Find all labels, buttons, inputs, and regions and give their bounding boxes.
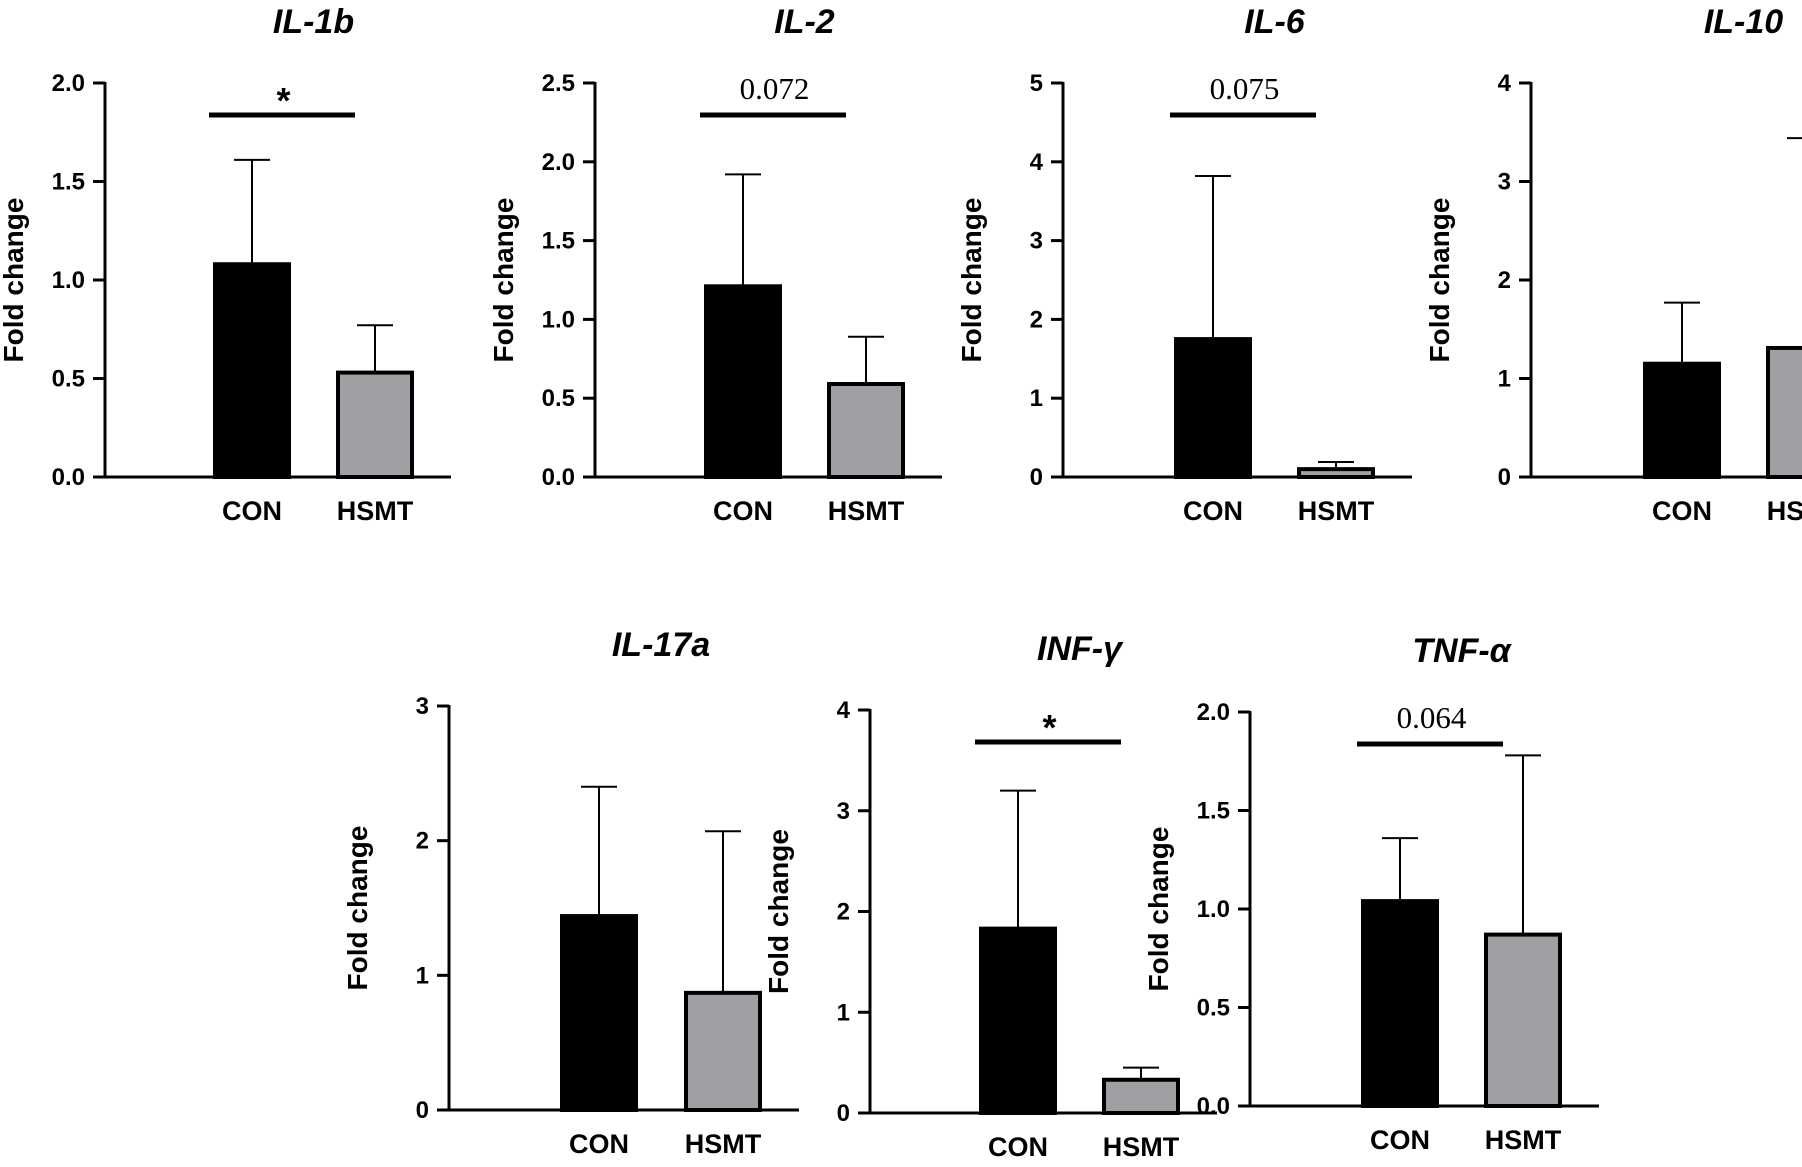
chart-panel-5: IL-17a Fold change 0 1 2 3 CON HSMT <box>342 626 799 1159</box>
y-tick-label: 0.0 <box>52 464 85 491</box>
bar-hsmt <box>1766 345 1802 479</box>
bar-hsmt <box>1484 932 1562 1108</box>
y-tick-label: 3 <box>416 693 429 720</box>
y-tick-label: 2.0 <box>52 70 85 97</box>
y-tick-label: 0 <box>416 1097 429 1124</box>
y-axis-label: Fold change <box>763 829 794 994</box>
x-category-label: CON <box>569 1129 629 1159</box>
x-category-label: CON <box>1183 496 1243 526</box>
bar-con <box>1643 361 1721 480</box>
y-axis-label: Fold change <box>488 198 519 363</box>
y-tick-label: 3 <box>1498 169 1511 196</box>
y-tick-label: 1.5 <box>542 228 575 255</box>
chart-title: IL-2 <box>774 3 835 41</box>
y-axis-label: Fold change <box>1424 198 1455 363</box>
y-tick-label: 0.0 <box>542 464 575 491</box>
bar-con <box>1361 899 1439 1108</box>
y-tick-label: 1.5 <box>1197 798 1230 825</box>
bar-con <box>560 914 638 1113</box>
y-tick-label: 3 <box>1030 228 1043 255</box>
chart-panel-1: IL-1b Fold change 0.0 0.5 1.0 1.5 2.0 CON HSMT * <box>0 3 451 526</box>
x-category-label: HSMT <box>828 496 905 526</box>
chart-title: IL-1b <box>273 3 354 41</box>
y-tick-label: 0 <box>1498 464 1511 491</box>
y-tick-label: 1 <box>1030 385 1043 412</box>
y-tick-label: 1 <box>416 962 429 989</box>
x-category-label: CON <box>222 496 282 526</box>
bar-hsmt <box>684 990 762 1113</box>
y-tick-label: 1.0 <box>52 267 85 294</box>
x-category-label: HSMT <box>1103 1132 1180 1162</box>
x-category-label: CON <box>1652 496 1712 526</box>
y-tick-label: 1 <box>837 999 850 1026</box>
y-axis-label: Fold change <box>956 198 987 363</box>
y-tick-label: 0 <box>837 1100 850 1127</box>
bar-hsmt <box>1297 467 1375 479</box>
y-tick-label: 2 <box>1498 267 1511 294</box>
significance-label: 0.064 <box>1397 700 1467 735</box>
bar-hsmt <box>336 370 414 479</box>
y-tick-label: 4 <box>1498 70 1512 97</box>
chart-title: IL-10 <box>1704 3 1783 41</box>
y-tick-label: 4 <box>1030 149 1044 176</box>
chart-title: IL-17a <box>612 626 710 664</box>
chart-title: INF-γ <box>1037 630 1124 668</box>
chart-title: TNF-α <box>1412 632 1512 670</box>
y-axis-label: Fold change <box>1143 827 1174 992</box>
x-category-label: HSMT <box>685 1129 762 1159</box>
significance-label: * <box>276 80 290 121</box>
x-category-label: CON <box>1370 1125 1430 1155</box>
y-tick-label: 2 <box>1030 306 1043 333</box>
significance-label: * <box>1042 707 1056 748</box>
y-axis-label: Fold change <box>342 826 373 991</box>
y-tick-label: 0.5 <box>52 366 85 393</box>
bar-con <box>213 262 291 479</box>
bar-con <box>979 926 1057 1115</box>
chart-panel-2: IL-2 Fold change 0.0 0.5 1.0 1.5 2.0 2.5 CON HSMT… <box>488 3 942 526</box>
chart-panel-7: TNF-α Fold change 0.0 0.5 1.0 1.5 2.0 CON HSMT 0.… <box>1143 632 1599 1155</box>
bar-hsmt <box>1102 1077 1180 1115</box>
significance-label: 0.072 <box>740 71 810 106</box>
y-tick-label: 2.0 <box>542 149 575 176</box>
y-tick-label: 0.5 <box>542 385 575 412</box>
y-tick-label: 0.5 <box>1197 995 1230 1022</box>
y-tick-label: 3 <box>837 798 850 825</box>
bar-hsmt <box>827 382 905 479</box>
y-tick-label: 2.5 <box>542 70 575 97</box>
y-tick-label: 5 <box>1030 70 1043 97</box>
x-category-label: CON <box>988 1132 1048 1162</box>
x-category-label: HSMT <box>1485 1125 1562 1155</box>
bar-con <box>704 284 782 479</box>
y-tick-label: 2 <box>837 899 850 926</box>
y-tick-label: 2.0 <box>1197 699 1230 726</box>
x-category-label: HSMT <box>337 496 414 526</box>
y-tick-label: 1.0 <box>542 306 575 333</box>
y-tick-label: 0.0 <box>1197 1093 1230 1120</box>
chart-panel-3: IL-6 Fold change 0 1 2 3 4 5 CON HSMT 0.075 <box>956 3 1412 526</box>
chart-panel-6: INF-γ Fold change 0 1 2 3 4 CON HSMT * <box>763 630 1217 1162</box>
y-tick-label: 4 <box>837 697 851 724</box>
y-tick-label: 1 <box>1498 366 1511 393</box>
x-category-label: CON <box>713 496 773 526</box>
bar-con <box>1174 337 1252 479</box>
chart-title: IL-6 <box>1244 3 1306 41</box>
significance-label: 0.075 <box>1210 71 1280 106</box>
y-tick-label: 1.5 <box>52 169 85 196</box>
x-category-label: HSMT <box>1298 496 1375 526</box>
y-tick-label: 0 <box>1030 464 1043 491</box>
y-tick-label: 2 <box>416 828 429 855</box>
y-axis-label: Fold change <box>0 198 29 363</box>
x-category-label: HSMT <box>1767 496 1802 526</box>
y-tick-label: 1.0 <box>1197 896 1230 923</box>
chart-panel-4: IL-10 Fold change 0 1 2 3 4 CON HSMT <box>1424 3 1802 526</box>
